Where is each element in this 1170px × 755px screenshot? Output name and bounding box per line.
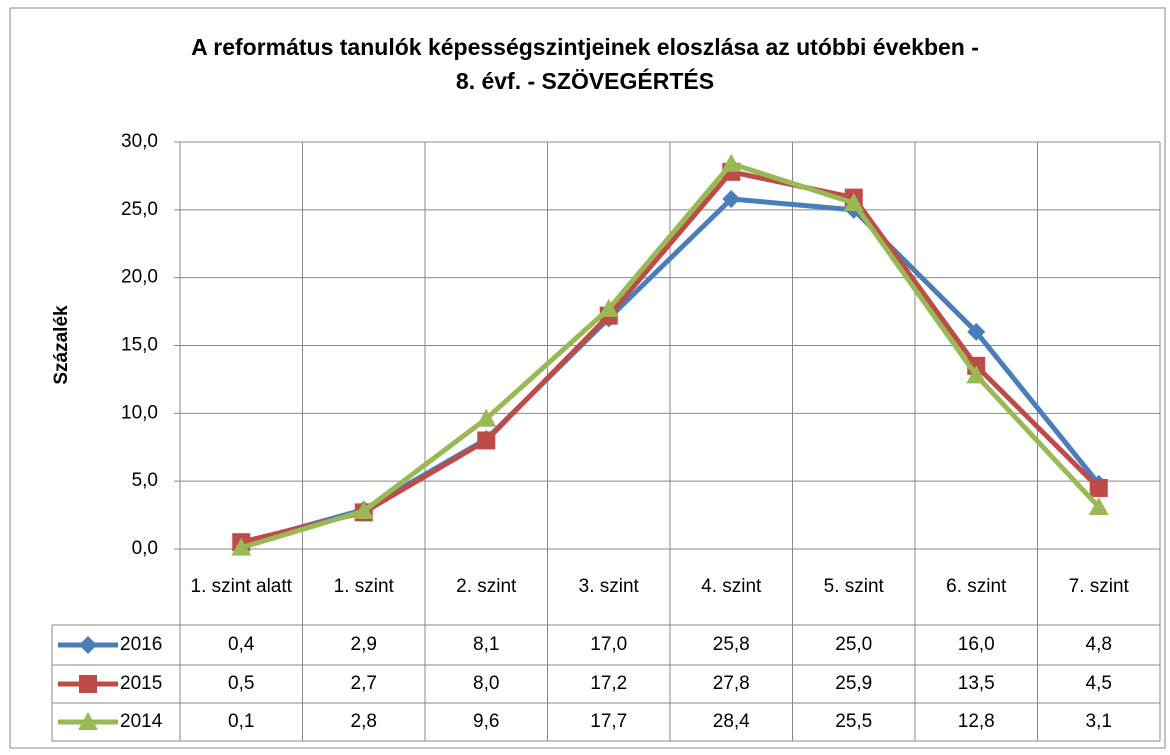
marker <box>353 501 374 520</box>
table-value: 25,5 <box>835 711 872 732</box>
table-value: 2,9 <box>351 634 377 655</box>
x-tick-label: 1. szint alatt <box>190 576 292 597</box>
table-value: 0,4 <box>228 634 255 655</box>
table-value: 8,0 <box>473 673 499 694</box>
table-value: 12,8 <box>958 711 995 732</box>
table-value: 25,8 <box>713 634 750 655</box>
x-tick-label: 3. szint <box>579 576 640 597</box>
marker <box>966 365 987 384</box>
table-value: 25,0 <box>835 634 872 655</box>
series-line <box>240 169 1101 545</box>
marker <box>967 322 986 341</box>
marker <box>598 298 619 317</box>
x-tick-label: 1. szint <box>334 576 395 597</box>
marker <box>722 189 741 208</box>
table-value: 4,8 <box>1086 634 1112 655</box>
table-value: 9,6 <box>473 711 499 732</box>
y-tick-label: 0,0 <box>132 538 158 559</box>
y-tick-label: 20,0 <box>121 267 158 288</box>
marker <box>843 193 864 212</box>
legend-label: 2014 <box>120 711 163 732</box>
marker <box>476 408 497 427</box>
y-tick-label: 10,0 <box>121 402 158 423</box>
table-value: 16,0 <box>958 634 995 655</box>
marker <box>477 431 496 450</box>
table-value: 3,1 <box>1086 711 1112 732</box>
table-value: 2,7 <box>351 673 377 694</box>
table-value: 27,8 <box>713 673 750 694</box>
y-tick-label: 5,0 <box>132 470 158 491</box>
y-axis-label: Százalék <box>51 305 72 385</box>
x-tick-label: 5. szint <box>824 576 885 597</box>
x-tick-label: 2. szint <box>456 576 517 597</box>
marker <box>78 712 98 730</box>
series-line <box>240 161 1101 551</box>
table-value: 13,5 <box>958 673 995 694</box>
table-value: 8,1 <box>473 634 499 655</box>
x-tick-label: 4. szint <box>701 576 762 597</box>
legend-label: 2015 <box>120 673 162 694</box>
table-value: 25,9 <box>835 673 872 694</box>
x-tick-label: 6. szint <box>946 576 1007 597</box>
table-value: 17,2 <box>590 673 627 694</box>
chart-title: A református tanulók képességszintjeinek… <box>191 34 979 94</box>
x-tick-label: 7. szint <box>1069 576 1130 597</box>
marker <box>1089 478 1108 497</box>
table-value: 28,4 <box>713 711 750 732</box>
marker <box>79 675 97 693</box>
marker <box>79 636 97 654</box>
marker <box>1088 496 1109 515</box>
category-cell: 1. szint alatt <box>190 576 292 597</box>
table-value: 0,5 <box>228 673 254 694</box>
table-value: 0,1 <box>228 711 254 732</box>
legend-label: 2016 <box>120 634 162 655</box>
table-value: 2,8 <box>351 711 377 732</box>
table-value: 4,5 <box>1086 673 1112 694</box>
marker <box>721 153 742 172</box>
y-tick-label: 25,0 <box>121 199 158 220</box>
marker <box>231 537 252 556</box>
table-value: 17,7 <box>590 711 627 732</box>
y-tick-label: 15,0 <box>121 335 158 356</box>
table-value: 17,0 <box>590 634 627 655</box>
y-tick-label: 30,0 <box>121 131 158 152</box>
